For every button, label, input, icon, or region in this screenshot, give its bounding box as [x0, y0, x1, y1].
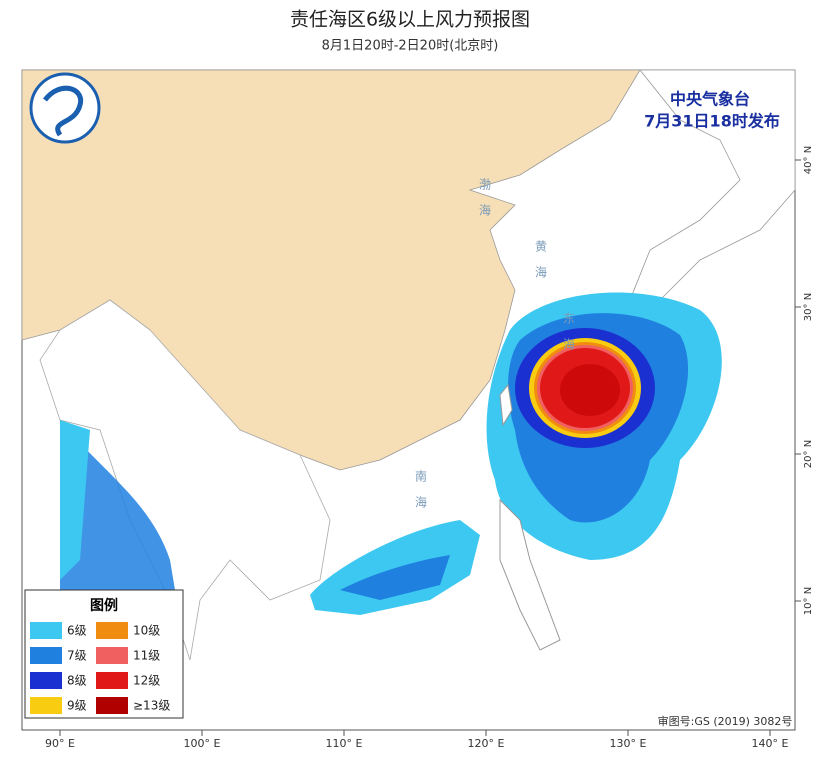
legend-swatch — [30, 672, 62, 689]
sea-label: 东海 — [562, 312, 576, 364]
issue-time: 7月31日18时发布 — [644, 112, 780, 131]
legend-swatch — [96, 697, 128, 714]
lat-label: 30° N — [803, 293, 814, 321]
legend-label: ≥13级 — [133, 699, 170, 713]
lon-label: 130° E — [610, 737, 647, 750]
lon-label: 120° E — [468, 737, 505, 750]
legend-label: 8级 — [67, 674, 87, 688]
legend-swatch — [96, 672, 128, 689]
legend-label: 7级 — [67, 649, 87, 663]
wind-zone-13 — [560, 364, 620, 416]
wind-zone — [60, 420, 175, 590]
legend-label: 10级 — [133, 624, 160, 638]
subtitle: 8月1日20时-2日20时(北京时) — [322, 39, 499, 54]
legend-swatch — [30, 647, 62, 664]
land-southeast-asia — [39, 299, 331, 661]
legend-label: 9级 — [67, 699, 87, 713]
logo — [29, 72, 101, 144]
land-philippines — [499, 498, 561, 651]
sea-label: 黄海 — [534, 240, 548, 292]
lon-label: 140° E — [752, 737, 789, 750]
legend-swatch — [30, 697, 62, 714]
lat-label: 10° N — [803, 587, 814, 615]
legend-swatch — [96, 647, 128, 664]
sea-label: 渤海 — [478, 178, 492, 230]
wind-zone — [340, 555, 450, 600]
lat-label: 20° N — [803, 440, 814, 468]
title: 责任海区6级以上风力预报图 — [290, 9, 530, 31]
legend: 图例 6级 7级 8级 9级 10级 11级 12级 ≥13级 — [24, 589, 184, 719]
legend-title: 图例 — [90, 597, 118, 614]
legend-swatch — [30, 622, 62, 639]
lon-label: 100° E — [184, 737, 221, 750]
legend-label: 12级 — [133, 674, 160, 688]
approval: 审图号:GS (2019) 3082号 — [658, 714, 793, 728]
legend-swatch — [96, 622, 128, 639]
lon-label: 90° E — [45, 737, 75, 750]
lat-label: 40° N — [803, 146, 814, 174]
lon-label: 110° E — [326, 737, 363, 750]
legend-label: 11级 — [133, 649, 160, 663]
logo-mark — [43, 85, 84, 137]
issuer: 中央气象台 — [670, 90, 750, 109]
legend-label: 6级 — [67, 624, 87, 638]
map-area — [21, 69, 796, 731]
sea-label: 南海 — [414, 469, 428, 522]
wind-zone — [60, 420, 90, 580]
land-taiwan — [499, 383, 513, 427]
